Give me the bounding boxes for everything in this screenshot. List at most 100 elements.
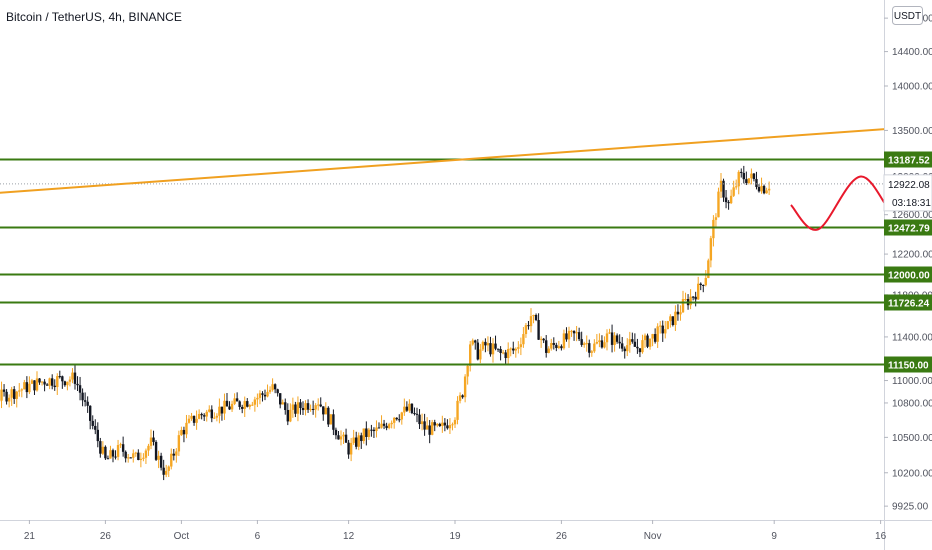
candle-up <box>314 405 317 410</box>
price-tick-label: 10200.00 <box>892 468 932 479</box>
candle-up <box>420 421 424 425</box>
candle-up <box>436 423 439 426</box>
candle-up <box>230 403 234 410</box>
candle-down <box>78 385 82 393</box>
candle-down <box>537 320 540 340</box>
candle-down <box>365 428 368 437</box>
candle-down <box>5 391 8 402</box>
time-tick-label: 26 <box>100 531 112 542</box>
time-axis-bg <box>0 520 884 550</box>
candle-down <box>724 197 728 203</box>
candle-down <box>344 434 348 443</box>
candle-up <box>357 435 360 447</box>
candle-down <box>53 385 56 388</box>
candle-up <box>507 348 510 359</box>
candle-down <box>504 352 507 359</box>
time-tick-label: Nov <box>644 531 662 542</box>
candle-up <box>593 343 596 352</box>
candle-up <box>643 335 647 341</box>
candle-up <box>197 413 201 419</box>
candle-up <box>471 340 474 345</box>
candle-up <box>101 446 105 454</box>
candle-up <box>628 339 631 346</box>
candle-down <box>38 378 41 383</box>
level-price-label: 12472.79 <box>888 224 930 235</box>
candle-up <box>501 352 505 354</box>
candle-up <box>187 418 191 423</box>
currency-button[interactable]: USDT <box>892 6 923 25</box>
candle-down <box>81 392 84 401</box>
candle-up <box>68 379 72 382</box>
candle-up <box>491 343 495 355</box>
candle-up <box>30 380 34 384</box>
candle-up <box>626 345 629 352</box>
level-price-label: 11150.00 <box>888 361 929 372</box>
candle-up <box>717 191 720 218</box>
candle-down <box>152 437 155 442</box>
candle-down <box>246 401 249 407</box>
candle-down <box>114 456 117 458</box>
candle-down <box>228 406 231 410</box>
candle-up <box>215 415 219 418</box>
candle-up <box>296 402 300 414</box>
candle-down <box>377 427 381 429</box>
horizontal-levels <box>0 158 884 366</box>
candle-up <box>613 335 616 345</box>
candle-down <box>45 384 49 386</box>
candle-down <box>621 343 624 349</box>
candle-up <box>253 399 257 405</box>
candle-up <box>679 312 682 315</box>
candle-up <box>165 470 168 475</box>
candle-up <box>390 422 393 425</box>
candle-up <box>289 409 292 422</box>
candle-down <box>631 339 634 342</box>
candle-up <box>20 389 23 391</box>
candle-up <box>732 187 735 196</box>
candle-up <box>403 406 406 413</box>
time-tick-label: 12 <box>343 531 355 542</box>
candle-up <box>486 343 490 346</box>
candle-up <box>281 402 284 405</box>
candle-down <box>104 446 107 459</box>
price-tick-label: 11400.00 <box>892 332 932 343</box>
candle-up <box>517 347 520 349</box>
time-tick-label: 9 <box>771 531 777 542</box>
candle-down <box>638 348 642 353</box>
candle-up <box>448 425 452 429</box>
candle-up <box>15 391 18 399</box>
candle-up <box>352 437 355 443</box>
candle-up <box>737 171 740 187</box>
candle-down <box>446 425 449 429</box>
candle-up <box>481 341 485 350</box>
candle-down <box>555 344 558 348</box>
candle-up <box>243 401 246 409</box>
candle-up <box>570 330 573 332</box>
candle-down <box>428 425 431 435</box>
candle-down <box>496 348 500 350</box>
current-price-label: 12922.08 <box>888 180 930 191</box>
candle-up <box>170 453 173 467</box>
candle-up <box>177 435 181 452</box>
currency-button-label: USDT <box>894 11 921 22</box>
candle-up <box>387 424 391 429</box>
candle-down <box>410 403 414 414</box>
candle-up <box>185 422 188 435</box>
symbol-title: Bitcoin / TetherUS, 4h, BINANCE <box>6 10 182 24</box>
candle-up <box>704 278 707 286</box>
candle-down <box>63 381 67 386</box>
countdown-label: 03:18:31 <box>892 198 931 209</box>
candles <box>0 165 771 481</box>
candle-up <box>735 186 738 188</box>
candle-up <box>48 378 51 386</box>
candle-up <box>309 408 312 410</box>
candle-down <box>99 441 102 454</box>
candle-up <box>532 314 535 317</box>
candle-up <box>339 436 343 440</box>
currency-button-frame <box>892 6 923 25</box>
candle-down <box>261 393 264 395</box>
time-tick-label: 16 <box>875 531 887 542</box>
candle-down <box>83 400 87 402</box>
candle-up <box>18 390 21 392</box>
